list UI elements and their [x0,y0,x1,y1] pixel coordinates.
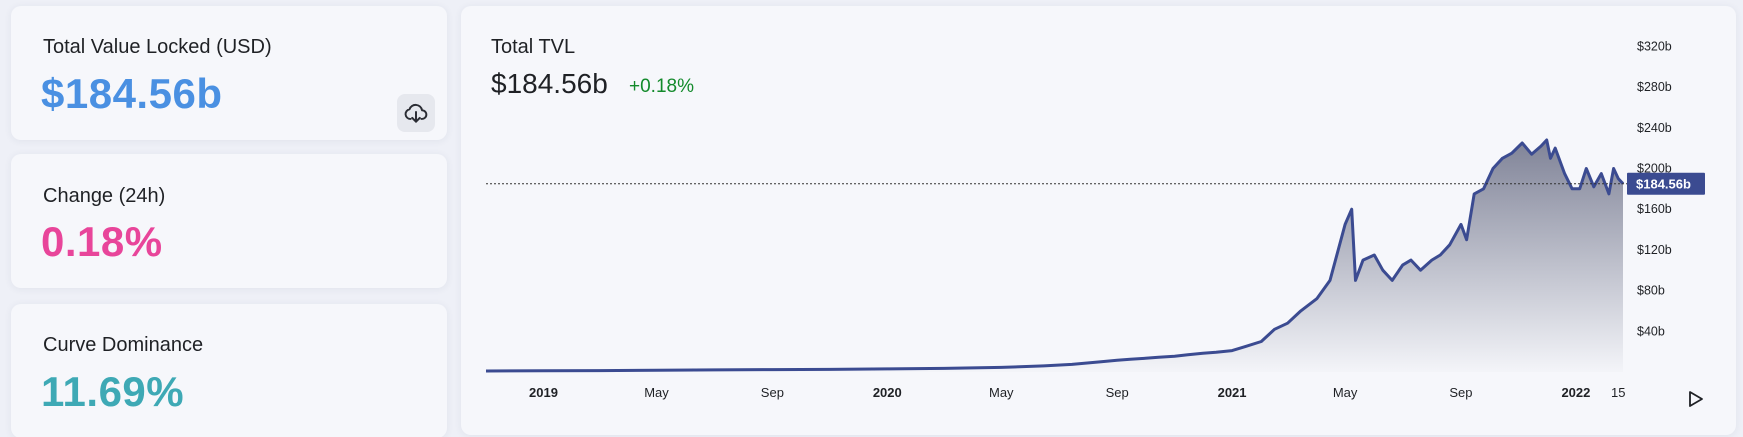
x-tick-label: Sep [1449,385,1472,400]
series-area [486,140,1623,372]
change-stat-card: Change (24h) 0.18% [11,154,447,288]
y-tick-label: $40b [1637,324,1665,338]
dominance-stat-card: Curve Dominance 11.69% [11,304,447,437]
price-tag-bg [1627,172,1705,195]
y-tick-label: $120b [1637,243,1672,257]
x-tick-label: 2021 [1218,385,1247,400]
x-tick-label: 2022 [1561,385,1590,400]
y-tick-label: $80b [1637,284,1665,298]
tvl-stat-card: Total Value Locked (USD) $184.56b [11,6,447,140]
y-tick-label: $280b [1637,80,1672,94]
tvl-chart-card: Total TVL $184.56b +0.18% $40b $80b $120b $… [461,6,1736,435]
chart-change: +0.18% [629,76,694,97]
x-tick-label: May [644,385,669,400]
y-tick-label: $160b [1637,202,1672,216]
play-icon [1689,391,1703,407]
chart-current-value: $184.56b [491,68,608,99]
x-tick-label: May [989,385,1014,400]
y-tick-label: $200b [1637,161,1672,175]
tvl-value: $184.56b [41,70,223,117]
download-button[interactable] [397,94,435,132]
series-line [485,138,1625,373]
x-tick-label: May [1333,385,1358,400]
y-tick-label: $240b [1637,121,1672,135]
change-value: 0.18% [41,218,163,265]
dominance-label: Curve Dominance [43,334,204,356]
tvl-label: Total Value Locked (USD) [43,36,272,58]
x-tick-label: 2020 [873,385,902,400]
x-tick-label: Sep [761,385,784,400]
y-tick-label: $320b [1637,39,1672,53]
price-tag-label: $184.56b [1636,177,1691,192]
x-tick-label: 15 [1611,385,1625,400]
x-tick-label: 2019 [529,385,558,400]
dominance-value: 11.69% [41,368,185,415]
price-tag: $184.56b [1627,172,1705,195]
change-label: Change (24h) [43,185,166,207]
chart-title: Total TVL [491,36,576,58]
cloud-download-icon [404,103,428,123]
play-button[interactable] [1681,384,1711,414]
tvl-chart[interactable]: $40b $80b $120b $160b $200b $240b $280b $320b 20… [461,6,1736,435]
x-tick-label: Sep [1106,385,1129,400]
